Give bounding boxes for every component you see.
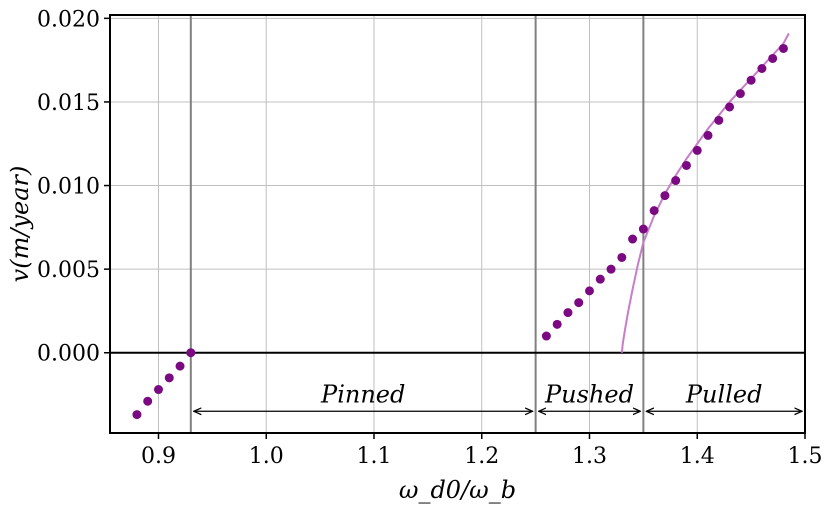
region-boundaries: [189, 15, 645, 433]
data-point: [768, 53, 778, 63]
y-tick-label: 0.000: [37, 342, 100, 367]
data-point: [735, 89, 745, 99]
simulation-points: [132, 43, 788, 420]
x-tick-label: 1.4: [680, 444, 715, 469]
data-point: [143, 396, 153, 406]
data-point: [746, 75, 756, 85]
y-axis-ticks: 0.000 0.005 0.010 0.015 0.020: [37, 7, 110, 367]
data-point: [175, 361, 185, 371]
data-point: [552, 319, 562, 329]
y-axis-title: v(m/year): [6, 166, 34, 283]
x-tick-label: 1.2: [464, 444, 499, 469]
grid: [110, 15, 806, 433]
theory-curve-group: [620, 32, 790, 353]
region-label: Pushed: [544, 381, 634, 409]
x-axis-title: ω_d0/ω_b: [399, 476, 516, 504]
data-point: [541, 331, 551, 341]
data-point: [595, 274, 605, 284]
data-point: [638, 224, 648, 234]
data-point: [671, 176, 681, 186]
data-point: [725, 102, 735, 112]
x-tick-label: 1.5: [788, 444, 823, 469]
y-tick-label: 0.020: [37, 7, 100, 32]
data-point: [692, 145, 702, 155]
y-tick-label: 0.010: [37, 175, 100, 200]
data-point: [714, 115, 724, 125]
data-point: [660, 191, 670, 201]
data-point: [563, 308, 573, 318]
theory-curve: [620, 32, 790, 353]
x-tick-label: 1.0: [249, 444, 284, 469]
y-tick-label: 0.015: [37, 91, 100, 116]
data-point: [574, 298, 584, 308]
data-point: [186, 348, 196, 358]
plot-frame: [109, 14, 806, 434]
data-point: [617, 252, 627, 262]
x-tick-label: 1.3: [572, 444, 607, 469]
data-point: [628, 234, 638, 244]
region-annotations: Pinned Pushed Pulled: [194, 381, 802, 412]
x-tick-label: 1.1: [356, 444, 391, 469]
region-label: Pinned: [320, 381, 405, 409]
x-tick-label: 0.9: [141, 444, 176, 469]
data-point: [757, 64, 767, 74]
data-point: [153, 385, 163, 395]
data-point: [649, 206, 659, 216]
data-point: [606, 264, 616, 274]
x-axis-ticks: 0.9 1.0 1.1 1.2 1.3 1.4 1.5: [141, 433, 823, 469]
data-point: [681, 160, 691, 170]
data-point: [164, 373, 174, 383]
y-tick-label: 0.005: [37, 258, 100, 283]
data-point: [703, 130, 713, 140]
data-point: [778, 43, 788, 53]
region-label: Pulled: [685, 381, 763, 409]
data-point: [584, 286, 594, 296]
data-point: [132, 410, 142, 420]
